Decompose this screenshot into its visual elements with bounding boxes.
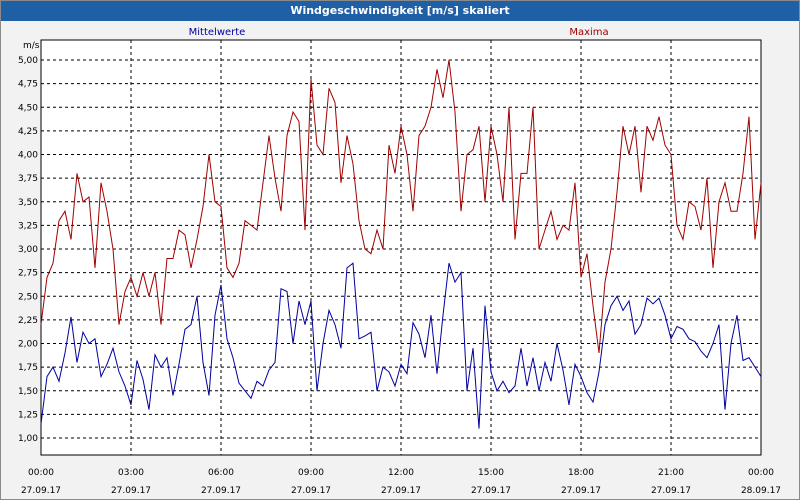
x-tick-time: 00:00 — [748, 468, 774, 478]
x-tick-time: 09:00 — [298, 468, 324, 478]
x-tick-date: 27.09.17 — [381, 486, 421, 496]
x-tick-time: 18:00 — [568, 468, 594, 478]
legend-mittelwerte: Mittelwerte — [189, 27, 246, 38]
y-tick-label: 1,75 — [18, 363, 38, 373]
y-axis-ticks: 1,00 1,25 1,50 1,75 2,00 2,25 2,50 2,75 3,00 3,25… — [18, 56, 38, 444]
x-tick-date: 27.09.17 — [291, 486, 331, 496]
y-tick-label: 3,75 — [18, 174, 38, 184]
y-tick-label: 4,25 — [18, 127, 38, 137]
y-tick-label: 3,25 — [18, 221, 38, 231]
window-title: Windgeschwindigkeit [m/s] skaliert — [1, 1, 799, 21]
x-tick-date: 27.09.17 — [111, 486, 151, 496]
wind-speed-chart: 1,00 1,25 1,50 1,75 2,00 2,25 2,50 2,75 3,00 3,25… — [18, 27, 781, 496]
y-tick-label: 1,00 — [18, 434, 38, 444]
x-tick-time: 00:00 — [28, 468, 54, 478]
y-tick-label: 2,50 — [18, 292, 38, 302]
y-tick-label: 2,25 — [18, 316, 38, 326]
x-tick-date: 28.09.17 — [741, 486, 781, 496]
y-axis-label: m/s — [23, 41, 40, 51]
x-tick-date: 27.09.17 — [21, 486, 61, 496]
series-lines — [40, 59, 762, 429]
y-tick-label: 2,00 — [18, 340, 38, 350]
y-tick-label: 1,50 — [18, 387, 38, 397]
x-tick-time: 15:00 — [478, 468, 504, 478]
x-tick-date: 27.09.17 — [651, 486, 691, 496]
plot-area — [40, 39, 762, 456]
y-tick-label: 4,75 — [18, 80, 38, 90]
y-tick-label: 2,75 — [18, 269, 38, 279]
x-tick-date: 27.09.17 — [561, 486, 601, 496]
y-tick-label: 4,50 — [18, 103, 38, 113]
series-line-mittelwerte — [40, 262, 762, 429]
x-tick-date: 27.09.17 — [471, 486, 511, 496]
x-tick-time: 12:00 — [388, 468, 414, 478]
x-tick-time: 21:00 — [658, 468, 684, 478]
legend-maxima: Maxima — [569, 27, 608, 38]
y-tick-label: 5,00 — [18, 56, 38, 66]
y-tick-label: 3,00 — [18, 245, 38, 255]
series-line-maxima — [40, 59, 762, 353]
y-tick-label: 1,25 — [18, 410, 38, 420]
y-tick-label: 3,50 — [18, 198, 38, 208]
grid-lines — [41, 40, 761, 455]
x-tick-time: 03:00 — [118, 468, 144, 478]
y-tick-label: 4,00 — [18, 151, 38, 161]
x-tick-time: 06:00 — [208, 468, 234, 478]
x-tick-date: 27.09.17 — [201, 486, 241, 496]
x-axis-ticks: 00:00 27.09.17 03:00 27.09.17 06:00 27.09.17 0… — [21, 468, 781, 496]
